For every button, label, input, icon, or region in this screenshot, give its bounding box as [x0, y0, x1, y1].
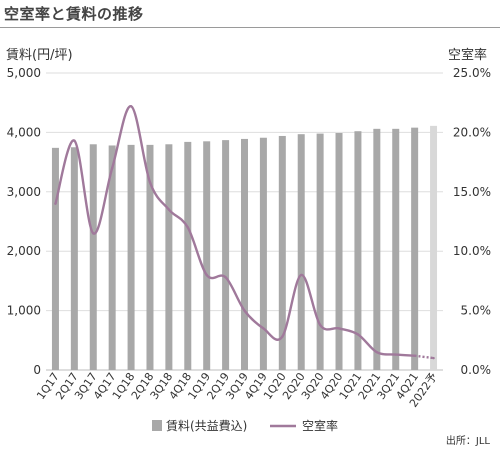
- rent-bar: [392, 128, 400, 370]
- legend: 賃料(共益費込) 空室率: [152, 418, 338, 433]
- vacancy-point: [110, 166, 114, 170]
- vacancy-point: [243, 309, 246, 312]
- rent-bar: [146, 144, 154, 370]
- rent-bar: [430, 125, 438, 370]
- right-tick-label: 20.0%: [453, 125, 491, 139]
- rent-bar: [108, 145, 116, 370]
- rent-bar: [89, 144, 97, 370]
- rent-bar: [316, 133, 324, 370]
- rent-bar: [278, 135, 286, 370]
- vacancy-point: [167, 208, 171, 211]
- right-tick-label: 0.0%: [461, 363, 492, 377]
- vacancy-point: [92, 232, 95, 235]
- legend-bar-swatch: [152, 420, 162, 431]
- vacancy-point: [318, 323, 322, 327]
- left-tick-label: 3,000: [7, 185, 41, 199]
- left-axis-ticks: 0 1,000 2,000 3,000 4,000 5,000: [7, 66, 41, 377]
- vacancy-point: [337, 327, 341, 330]
- vacancy-point: [300, 273, 303, 277]
- vacancy-point: [281, 335, 284, 338]
- right-axis-ticks: 0.0% 5.0% 10.0% 15.0% 20.0% 25.0%: [453, 66, 491, 377]
- rent-bar: [51, 147, 59, 370]
- vacancy-point: [356, 333, 360, 336]
- vacancy-point: [432, 356, 435, 360]
- vacancy-point: [262, 327, 265, 330]
- rent-bar: [222, 140, 230, 370]
- rent-bar: [70, 147, 78, 370]
- rent-bar: [127, 144, 135, 370]
- vacancy-line: [54, 105, 435, 360]
- right-axis-title: 空室率: [447, 48, 487, 63]
- left-tick-label: 0: [33, 363, 41, 377]
- rent-bar: [259, 137, 267, 370]
- right-tick-label: 5.0%: [461, 304, 492, 318]
- vacancy-point: [186, 226, 189, 229]
- rent-bar: [354, 131, 362, 370]
- vacancy-point: [148, 181, 152, 184]
- legend-bar-label: 賃料(共益費込): [166, 418, 247, 433]
- left-tick-label: 2,000: [7, 244, 41, 258]
- source-note: 出所：JLL: [445, 436, 490, 447]
- right-tick-label: 15.0%: [453, 185, 491, 199]
- page-title: 空室率と賃料の推移: [4, 5, 144, 23]
- rent-bar: [184, 141, 192, 370]
- vacancy-point: [54, 202, 57, 205]
- rent-bars: [51, 125, 438, 370]
- left-tick-label: 1,000: [7, 304, 41, 318]
- title-divider: [0, 27, 500, 28]
- rent-bar: [335, 132, 343, 370]
- rent-bar: [203, 141, 211, 370]
- left-tick-label: 4,000: [7, 125, 41, 139]
- rent-bar: [411, 127, 419, 370]
- vacancy-point: [224, 276, 227, 279]
- rent-bar: [297, 134, 305, 370]
- rent-bar: [165, 144, 173, 370]
- vacancy-point: [205, 273, 208, 277]
- vacancy-point: [375, 350, 379, 354]
- vacancy-point: [413, 354, 416, 357]
- legend-line-label: 空室率: [302, 418, 338, 433]
- left-tick-label: 5,000: [7, 66, 41, 80]
- x-axis-ticks: 1Q172Q173Q174Q171Q182Q183Q184Q181Q192Q19…: [34, 370, 440, 409]
- vacancy-point: [129, 105, 133, 108]
- right-tick-label: 25.0%: [453, 66, 491, 80]
- rent-bar: [373, 128, 381, 370]
- rent-bar: [241, 138, 248, 370]
- right-tick-label: 10.0%: [453, 244, 491, 258]
- vacancy-point: [394, 353, 397, 356]
- left-axis-title: 賃料(円/坪): [6, 48, 73, 63]
- vacancy-point: [73, 139, 76, 142]
